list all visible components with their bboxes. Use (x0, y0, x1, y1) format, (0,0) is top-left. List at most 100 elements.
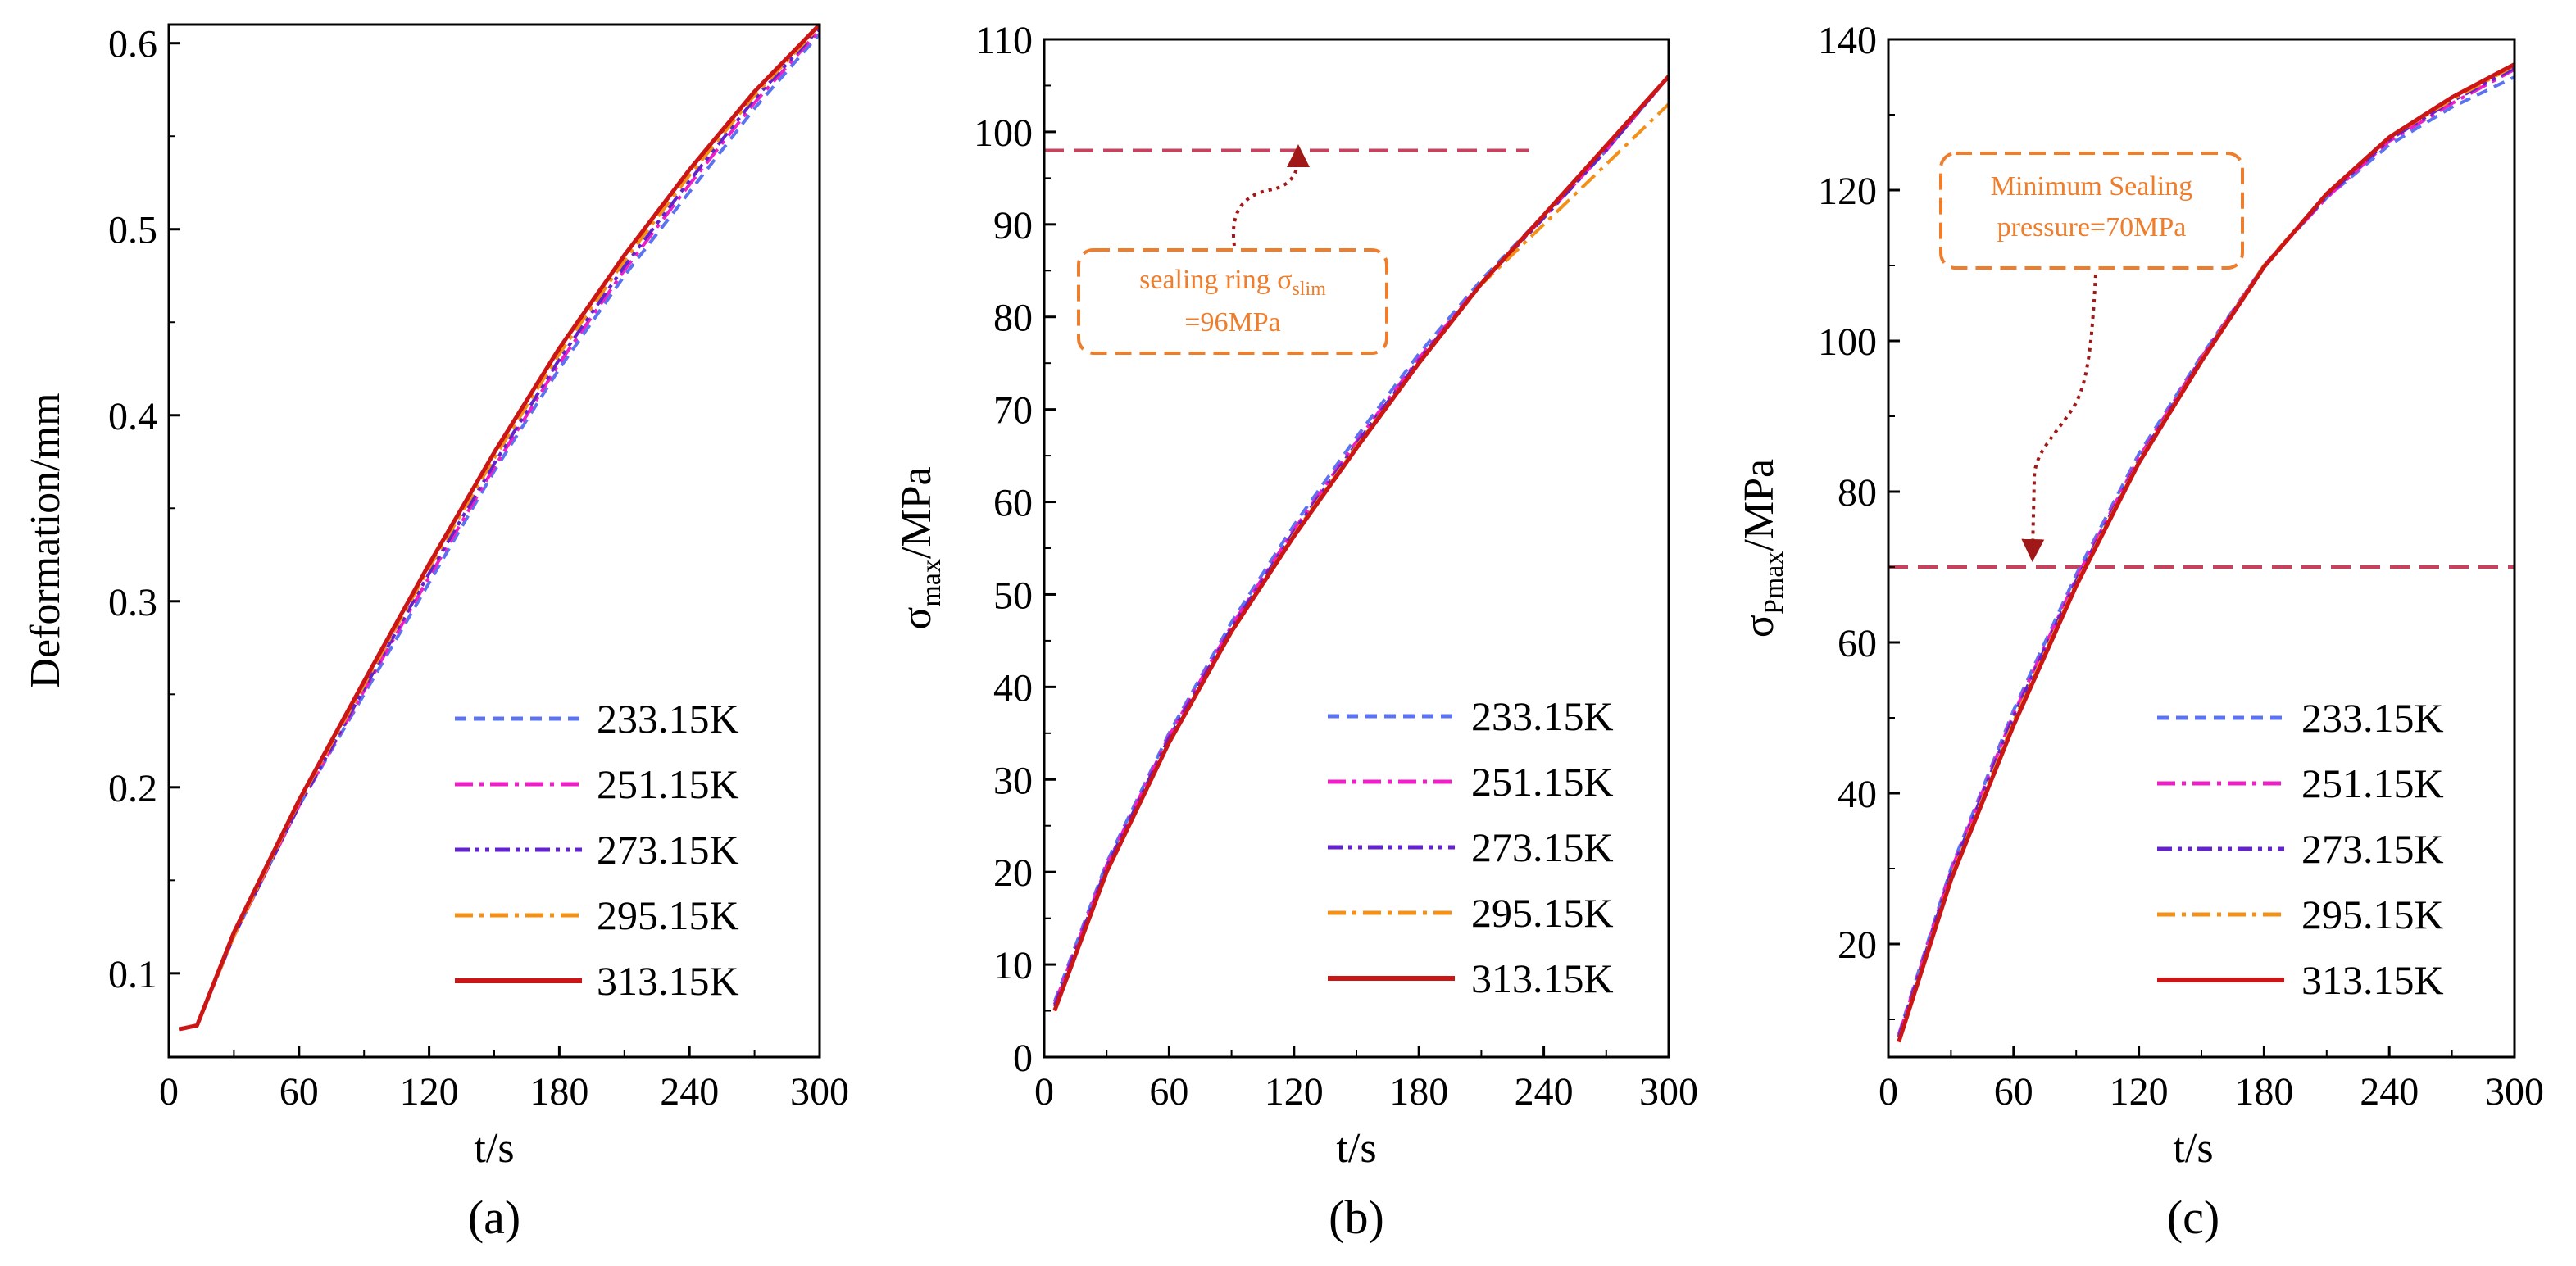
panel-b-frame (1043, 38, 1670, 1059)
panel-b-annotation-line1-sub: slim (1293, 279, 1327, 300)
panel-c-ytick-label: 60 (1838, 622, 1877, 665)
panel-b-legend-label: 313.15K (1471, 955, 1614, 1001)
panel-c-xtick-label: 180 (2234, 1070, 2293, 1114)
panel-c-xtick-label: 0 (1879, 1070, 1898, 1114)
panel-c-series-313-15K (1897, 62, 2516, 1043)
panel-a: 0 60 120 180 240 300 0.1 0.2 0.3 0.4 0.5 0.6 t/s De… (22, 23, 849, 1244)
panel-b-annotation-line2: =96MPa (1184, 307, 1280, 338)
panel-a-series-273-15K (179, 27, 821, 1031)
panel-a-ylabel: Deformation/mm (22, 393, 69, 688)
panel-b-legend: 233.15K 251.15K 273.15K 295.15K 313.15K (1328, 693, 1614, 1001)
panel-b-ylabel-sub: max (916, 559, 947, 607)
panel-c-legend-label: 273.15K (2301, 826, 2444, 872)
panel-b-ylabel: σmax/MPa (893, 466, 947, 629)
panel-b-annotation-arrow (1231, 144, 1310, 247)
panel-a-ytick-label: 0.1 (108, 953, 157, 996)
panel-a-ytick-label: 0.6 (108, 23, 157, 66)
panel-a-ticks: 0 60 120 180 240 300 0.1 0.2 0.3 0.4 0.5 0.6 (108, 23, 849, 1114)
panel-c-ticks: 0 60 120 180 240 300 20 40 60 80 100 120 140 (1818, 19, 2544, 1114)
panel-c-xtick-label: 120 (2110, 1070, 2169, 1114)
panel-b-ytick-label: 50 (993, 574, 1033, 617)
panel-b-ytick-label: 40 (993, 666, 1033, 710)
panel-c-xlabel: t/s (2173, 1125, 2213, 1172)
panel-b-letter: (b) (1329, 1191, 1384, 1244)
panel-b-xtick-label: 60 (1149, 1070, 1188, 1114)
panel-a-xtick-label: 120 (400, 1070, 459, 1114)
panel-a-series-233-15K (179, 33, 821, 1031)
panel-c-legend-label: 313.15K (2301, 957, 2444, 1003)
panel-a-legend-label: 295.15K (597, 892, 739, 938)
panel-a-frame (167, 23, 821, 1059)
panel-a-series (179, 23, 821, 1032)
panel-c-annotation-arrow (2021, 274, 2097, 562)
panel-a-legend: 233.15K 251.15K 273.15K 295.15K 313.15K (455, 696, 739, 1004)
panel-b-series-295-15K (1052, 102, 1670, 1012)
panel-b-xtick-label: 240 (1515, 1070, 1574, 1114)
panel-b-ytick-label: 90 (993, 204, 1033, 247)
panel-b-legend-label: 233.15K (1471, 693, 1614, 739)
panel-c-legend-label: 295.15K (2301, 892, 2444, 937)
panel-c-ylabel-sub: Pmax (1759, 551, 1789, 615)
panel-c-series (1897, 62, 2516, 1043)
panel-b-ylabel-main: σ (893, 607, 940, 630)
panel-b-xlabel: t/s (1336, 1125, 1376, 1172)
panel-c-ylabel: σPmax/MPa (1736, 459, 1789, 638)
panel-c-frame (1887, 38, 2516, 1059)
panel-c-xtick-label: 60 (1994, 1070, 2033, 1114)
panel-b-ticks: 0 60 120 180 240 300 0 10 20 30 40 50 60 70 80 90 100 110 (974, 19, 1698, 1114)
panel-c-ytick-label: 80 (1838, 471, 1877, 515)
panel-b-legend-label: 251.15K (1471, 759, 1614, 805)
panel-a-ytick-label: 0.3 (108, 581, 157, 624)
panel-a-legend-label: 313.15K (597, 958, 739, 1004)
panel-b-legend-label: 273.15K (1471, 824, 1614, 870)
panel-b-ytick-label: 80 (993, 297, 1033, 340)
panel-c-legend-label: 233.15K (2301, 695, 2444, 741)
panel-b-ylabel-unit: /MPa (893, 466, 940, 559)
panel-b-ytick-label: 20 (993, 851, 1033, 895)
panel-c-legend-label: 251.15K (2301, 760, 2444, 806)
panel-b-series-313-15K (1052, 75, 1670, 1012)
panel-b-legend-label: 295.15K (1471, 890, 1614, 936)
panel-a-xtick-label: 240 (660, 1070, 719, 1114)
panel-c-annotation-line1: Minimum Sealing (1991, 171, 2193, 202)
panel-a-series-251-15K (179, 29, 821, 1031)
panel-c-ytick-label: 100 (1818, 320, 1877, 364)
panel-c-ytick-label: 20 (1838, 923, 1877, 967)
panel-a-legend-label: 251.15K (597, 761, 739, 807)
panel-a-xtick-label: 300 (790, 1070, 849, 1114)
panel-a-legend-label: 273.15K (597, 827, 739, 873)
panel-c-ytick-label: 140 (1818, 19, 1877, 62)
panel-b-xtick-label: 120 (1265, 1070, 1324, 1114)
panel-a-xtick-label: 0 (159, 1070, 179, 1114)
panel-b-annotation-line1-text: sealing ring σ (1139, 265, 1292, 295)
panel-b-xtick-label: 0 (1034, 1070, 1054, 1114)
panel-b-ytick-label: 0 (1013, 1037, 1033, 1080)
panel-c-ylabel-unit: /MPa (1736, 459, 1783, 551)
panel-c-ytick-label: 120 (1818, 170, 1877, 213)
panel-a-xtick-label: 60 (279, 1070, 319, 1114)
panel-c-ytick-label: 40 (1838, 773, 1877, 816)
panel-b-ytick-label: 60 (993, 482, 1033, 525)
panel-b-annotation-box (1077, 248, 1388, 355)
panel-c: 0 60 120 180 240 300 20 40 60 80 100 120 140 t/s σPm… (1736, 19, 2544, 1244)
panel-c-legend: 233.15K 251.15K 273.15K 295.15K 313.15K (2157, 695, 2444, 1003)
panel-b: 0 60 120 180 240 300 0 10 20 30 40 50 60 70 80 90 100 110… (893, 19, 1698, 1244)
panel-b-series (1052, 75, 1670, 1012)
panel-b-ytick-label: 30 (993, 759, 1033, 802)
panel-b-annotation-line1: sealing ring σslim (1139, 265, 1326, 300)
panel-a-xlabel: t/s (474, 1125, 514, 1172)
panel-a-ytick-label: 0.4 (108, 395, 157, 438)
panel-b-ytick-label: 100 (974, 111, 1033, 155)
panel-b-ytick-label: 10 (993, 944, 1033, 987)
panel-a-ytick-label: 0.2 (108, 767, 157, 810)
panel-c-xtick-label: 300 (2485, 1070, 2544, 1114)
panel-a-ytick-label: 0.5 (108, 209, 157, 252)
panel-c-xtick-label: 240 (2360, 1070, 2419, 1114)
panel-c-ylabel-main: σ (1736, 615, 1783, 638)
panel-c-letter: (c) (2167, 1191, 2219, 1244)
panel-b-ytick-label: 70 (993, 389, 1033, 433)
panel-a-letter: (a) (468, 1191, 520, 1244)
panel-a-series-295-15K (179, 25, 821, 1031)
panel-c-annotation-line2: pressure=70MPa (1997, 212, 2187, 243)
